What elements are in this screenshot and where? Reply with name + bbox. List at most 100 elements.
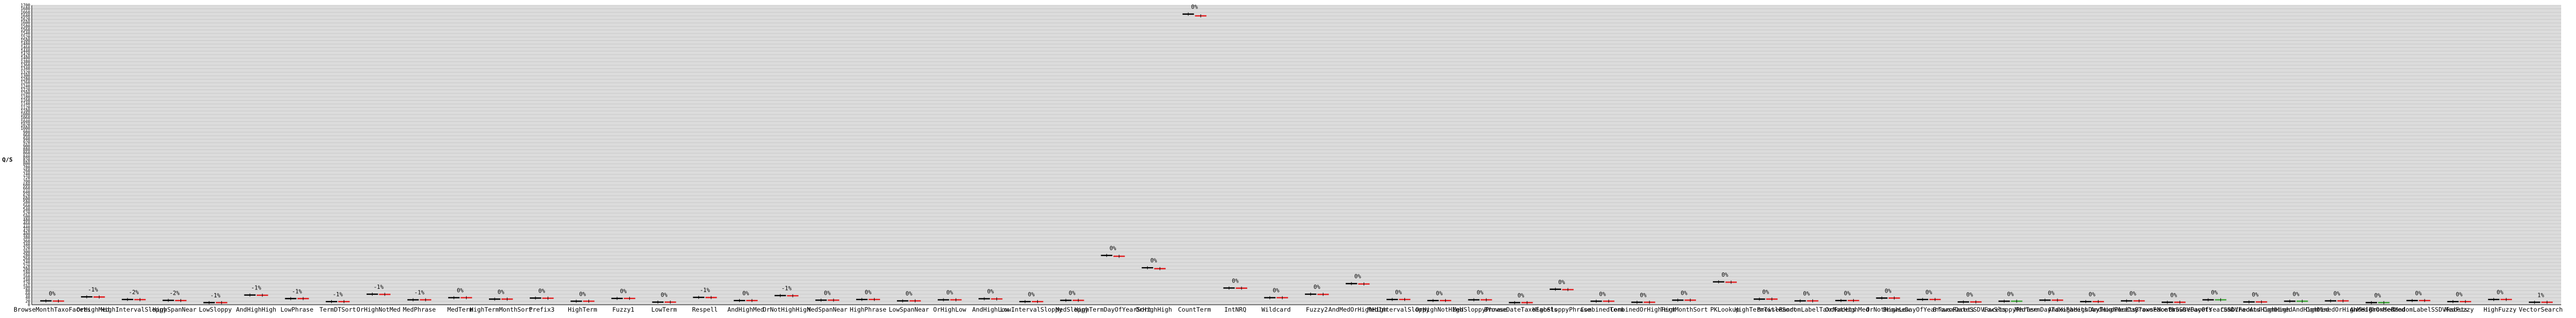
y-tick-label: 120 (23, 281, 30, 286)
change-label: 0% (1395, 289, 1402, 296)
category-label: CombinedAndHighMed (2263, 306, 2329, 313)
y-tick-label: 60 (25, 292, 31, 297)
y-tick-label: 80 (25, 288, 31, 293)
category-label: BrowseMonthSSDVFacets (2135, 306, 2212, 313)
y-tick-label: 760 (23, 169, 30, 173)
y-tick-label: 620 (23, 193, 30, 198)
y-tick-label: 1300 (21, 73, 31, 78)
y-tick-label: 420 (23, 228, 30, 233)
change-label: 0% (1313, 284, 1320, 290)
y-tick-label: 1500 (21, 38, 31, 43)
y-tick-label: 1200 (21, 91, 31, 96)
change-label: 0% (2293, 291, 2300, 297)
y-tick-label: 1100 (21, 109, 31, 113)
y-tick-label: 940 (23, 137, 30, 142)
y-tick-label: 320 (23, 246, 30, 251)
category-label: AndHighHigh (236, 306, 276, 313)
y-tick-label: 1540 (21, 31, 31, 36)
y-tick-label: 560 (23, 204, 30, 208)
y-axis-title: Q/S (2, 156, 13, 163)
y-tick-label: 1520 (21, 34, 31, 39)
category-label: MedSpanNear (807, 306, 847, 313)
category-label: AndHighLow (972, 306, 1009, 313)
change-label: 0% (49, 291, 56, 297)
change-label: 0% (497, 289, 504, 295)
y-tick-label: 1000 (21, 126, 31, 131)
change-label: 0% (1273, 288, 1280, 294)
y-tick-label: 520 (23, 211, 30, 216)
change-label: 0% (1028, 292, 1035, 298)
change-label: 0% (1885, 288, 1892, 294)
category-label: Fuzzy2 (1306, 306, 1328, 313)
change-label: 0% (2497, 289, 2504, 296)
category-label: MedPhrase (403, 306, 436, 313)
change-label: 0% (2415, 290, 2422, 297)
y-tick-label: 220 (23, 263, 30, 268)
y-tick-label: 580 (23, 200, 30, 205)
category-label: HighPhrase (850, 306, 886, 313)
category-label: MedTermDayTaxoFacets (2015, 306, 2088, 313)
change-label: 0% (1436, 290, 1443, 297)
y-tick-label: 100 (23, 285, 30, 289)
category-label: OrHighLow (933, 306, 966, 313)
category-label: OrNotHighMed (1825, 306, 1869, 313)
category-label: OrNotHighLow (1866, 306, 1910, 313)
change-label: -1% (88, 287, 98, 293)
change-label: 0% (2211, 290, 2218, 296)
change-label: 0% (2374, 293, 2381, 299)
change-label: 0% (1518, 293, 1525, 299)
category-label: AndHighHighDayTaxoFacets (2048, 306, 2136, 313)
category-label: LowSloppyPhrase (1983, 306, 2038, 313)
change-label: 0% (2089, 292, 2096, 298)
y-tick-label: 300 (23, 250, 30, 254)
y-tick-label: 160 (23, 274, 30, 279)
change-label: 0% (661, 292, 668, 298)
y-tick-label: 1400 (21, 56, 31, 60)
change-label: 0% (2007, 291, 2014, 297)
change-label: 0% (1803, 291, 1810, 297)
category-label: Wildcard (1262, 306, 1291, 313)
y-tick-label: 1560 (21, 28, 31, 32)
y-tick-label: 480 (23, 218, 30, 223)
y-tick-label: 1620 (21, 17, 31, 22)
y-tick-label: 1700 (21, 3, 31, 8)
category-labels: BrowseMonthTaxoFacetsOrHighMedHighInterv… (14, 306, 2563, 313)
category-label: LowSloppy (199, 306, 232, 313)
category-label: HighTermDayOfYearSort (1074, 306, 1151, 313)
plot-area (32, 5, 2561, 305)
change-label: 0% (1599, 291, 1606, 297)
gridlines (32, 5, 2561, 305)
y-tick-label: 180 (23, 271, 30, 276)
change-label: -1% (292, 288, 303, 295)
y-tick-label: 1660 (21, 10, 31, 15)
change-label: -1% (782, 286, 792, 292)
y-tick-label: 140 (23, 278, 30, 282)
y-tick-label: 240 (23, 260, 30, 265)
y-tick-label: 1120 (21, 105, 31, 110)
category-label: LowPhrase (280, 306, 313, 313)
y-tick-label: 740 (23, 172, 30, 177)
y-tick-label: 40 (25, 295, 31, 300)
change-label: 0% (538, 288, 545, 294)
category-label: TermDTSort (320, 306, 356, 313)
y-axis-ticks: 0204060801001201401601802002202402602803… (21, 3, 31, 307)
category-label: HighIntervalSloppy (101, 306, 167, 313)
change-label: 0% (1681, 290, 1688, 296)
y-tick-label: 440 (23, 225, 30, 229)
change-label: 0% (1232, 278, 1239, 284)
change-label: 0% (620, 288, 627, 295)
change-label: -1% (414, 290, 425, 296)
y-tick-label: 820 (23, 158, 30, 163)
category-label: MedSloppy (1056, 306, 1089, 313)
category-label: HighSloppyPhrase (1532, 306, 1591, 313)
y-tick-label: 1240 (21, 84, 31, 89)
change-label: 0% (1069, 290, 1076, 297)
y-tick-label: 200 (23, 267, 30, 272)
category-label: MedIntervalSloppy (1367, 306, 1430, 313)
category-label: BrowseMonthTaxoFacets (14, 306, 90, 313)
y-tick-label: 680 (23, 183, 30, 188)
change-label: 0% (1721, 272, 1728, 278)
y-tick-label: 960 (23, 133, 30, 138)
change-label: 0% (1640, 292, 1647, 298)
